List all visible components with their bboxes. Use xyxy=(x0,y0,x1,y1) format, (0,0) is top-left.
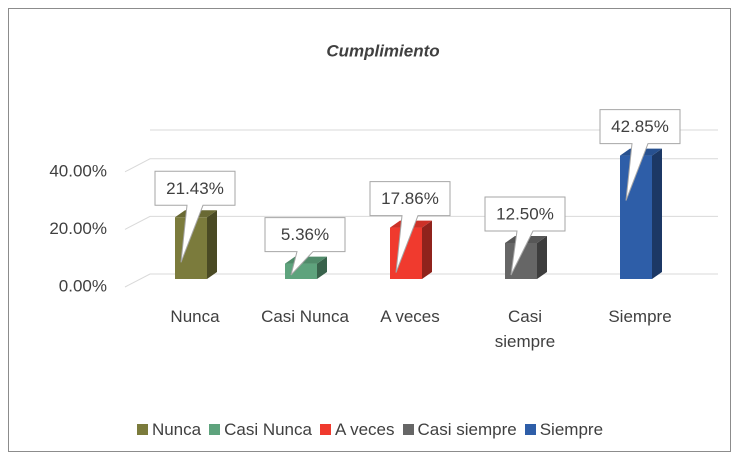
chart-border xyxy=(8,8,731,452)
bar xyxy=(620,148,662,279)
x-tick-label: A veces xyxy=(380,307,440,326)
legend: Nunca Casi Nunca A veces Casi siempre Siempr… xyxy=(0,420,740,440)
bar xyxy=(285,256,327,279)
legend-swatch xyxy=(209,424,221,435)
bar-front xyxy=(285,263,317,279)
legend-item: Siempre xyxy=(524,420,604,440)
x-tick-label: Nunca xyxy=(170,307,220,326)
data-label: 42.85% xyxy=(611,117,669,136)
bar-side xyxy=(422,220,432,279)
bar-front xyxy=(620,155,652,279)
callout xyxy=(264,217,346,276)
callout xyxy=(599,109,681,201)
x-tick-label: Casi Nunca xyxy=(261,307,349,326)
legend-label: Casi siempre xyxy=(417,420,517,439)
legend-swatch xyxy=(319,424,331,435)
callout xyxy=(154,170,236,263)
legend-label: A veces xyxy=(334,420,395,439)
bar-side xyxy=(317,256,327,279)
data-label: 17.86% xyxy=(381,189,439,208)
data-label: 21.43% xyxy=(166,179,224,198)
legend-item: Casi siempre xyxy=(402,420,517,440)
legend-swatch xyxy=(524,424,536,435)
y-tick-label: 40.00% xyxy=(49,161,107,180)
chart-title: Cumplimiento xyxy=(326,41,439,60)
callout xyxy=(484,196,566,276)
legend-label: Casi Nunca xyxy=(224,420,312,439)
callout xyxy=(369,181,451,273)
legend-label: Nunca xyxy=(151,420,202,439)
y-tick-label: 20.00% xyxy=(49,219,107,238)
y-tick-label: 0.00% xyxy=(59,276,107,295)
data-label: 5.36% xyxy=(281,225,329,244)
bar-side xyxy=(537,236,547,279)
legend-item: A veces xyxy=(319,420,395,440)
legend-swatch xyxy=(136,424,148,435)
x-tick-label: Siempre xyxy=(608,307,672,326)
legend-item: Nunca xyxy=(136,420,202,440)
legend-label: Siempre xyxy=(539,420,604,439)
bar-side xyxy=(652,148,662,279)
x-tick-label: Casi siempre xyxy=(494,307,556,351)
data-label: 12.50% xyxy=(496,204,554,223)
legend-item: Casi Nunca xyxy=(209,420,312,440)
bar-side xyxy=(207,210,217,279)
legend-swatch xyxy=(402,424,414,435)
grid-line xyxy=(124,158,718,173)
